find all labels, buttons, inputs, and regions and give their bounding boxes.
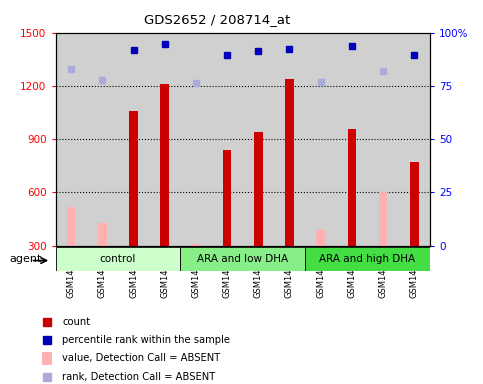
- Bar: [180, 33, 212, 246]
- Bar: [87, 33, 118, 246]
- FancyBboxPatch shape: [56, 247, 180, 271]
- Text: ARA and high DHA: ARA and high DHA: [319, 254, 415, 264]
- Text: value, Detection Call = ABSENT: value, Detection Call = ABSENT: [62, 353, 220, 364]
- Bar: [223, 150, 231, 246]
- Bar: [67, 207, 75, 246]
- Bar: [398, 33, 430, 246]
- Text: ARA and low DHA: ARA and low DHA: [197, 254, 288, 264]
- Text: percentile rank within the sample: percentile rank within the sample: [62, 335, 230, 345]
- Bar: [348, 129, 356, 246]
- Bar: [368, 33, 398, 246]
- Bar: [212, 33, 242, 246]
- Text: agent: agent: [10, 254, 42, 264]
- Bar: [316, 230, 325, 246]
- Bar: [336, 33, 368, 246]
- Text: count: count: [62, 317, 90, 327]
- Bar: [98, 223, 107, 246]
- Bar: [192, 244, 200, 246]
- Bar: [149, 33, 180, 246]
- Bar: [242, 33, 274, 246]
- Bar: [410, 162, 419, 246]
- FancyBboxPatch shape: [305, 247, 430, 271]
- Bar: [42, 352, 52, 365]
- Text: control: control: [100, 254, 136, 264]
- Bar: [129, 111, 138, 246]
- Bar: [305, 33, 336, 246]
- Bar: [160, 84, 169, 246]
- Bar: [56, 33, 87, 246]
- Text: GDS2652 / 208714_at: GDS2652 / 208714_at: [144, 13, 290, 26]
- Bar: [285, 79, 294, 246]
- Text: rank, Detection Call = ABSENT: rank, Detection Call = ABSENT: [62, 372, 215, 382]
- Bar: [254, 132, 263, 246]
- FancyBboxPatch shape: [180, 247, 305, 271]
- Bar: [274, 33, 305, 246]
- Bar: [379, 192, 387, 246]
- Bar: [118, 33, 149, 246]
